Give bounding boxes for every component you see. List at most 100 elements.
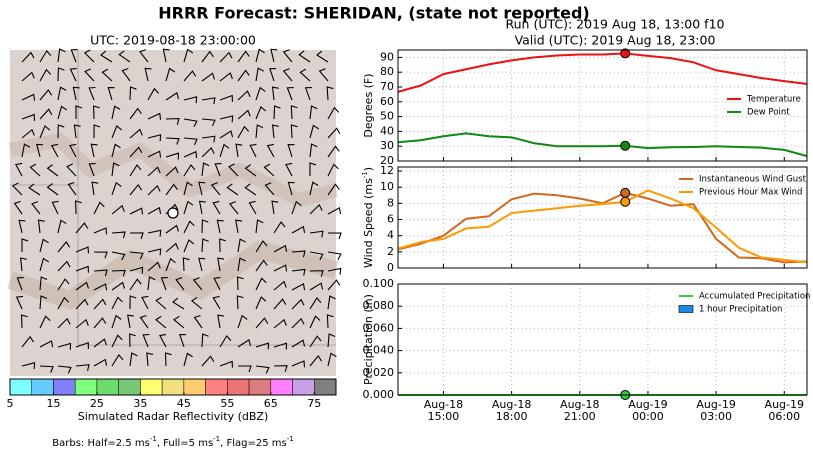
- wind-barb: [255, 240, 268, 253]
- legend-swatch: [678, 305, 694, 313]
- y-tick-label: 80: [380, 65, 394, 78]
- barbs-note: Barbs: Half=2.5 ms-1, Full=5 ms-1, Flag=…: [52, 435, 293, 449]
- wind-barb: [139, 49, 149, 63]
- wind-barb: [75, 364, 90, 371]
- wind-barb: [173, 315, 185, 329]
- wind-barb: [111, 143, 121, 158]
- wind-barb: [183, 70, 197, 82]
- wind-barb: [92, 105, 100, 120]
- wind-barb: [201, 355, 215, 367]
- wind-barb: [304, 87, 312, 101]
- series-line: [397, 189, 808, 264]
- wind-barb: [201, 238, 209, 253]
- colorbar-box: [9, 378, 32, 396]
- wind-barb: [273, 221, 286, 234]
- superscript: -1: [361, 171, 369, 178]
- wind-barb: [93, 283, 108, 291]
- wind-barb: [309, 282, 324, 291]
- wind-barb: [129, 251, 144, 260]
- wind-barb: [129, 164, 142, 177]
- wind-barb: [309, 230, 324, 238]
- wind-barb: [75, 200, 82, 215]
- wind-barb: [21, 335, 35, 348]
- wind-barb: [165, 152, 179, 160]
- wind-barb: [201, 135, 216, 143]
- wind-barb: [165, 67, 176, 82]
- wind-barb: [39, 257, 50, 272]
- wind-barb: [73, 124, 81, 139]
- wind-barb: [192, 277, 203, 291]
- wind-barb: [273, 298, 287, 310]
- wind-barb: [183, 352, 193, 367]
- y-axis-label: Degrees (F): [362, 73, 375, 137]
- wind-barb: [327, 232, 342, 240]
- wind-barb: [201, 333, 209, 348]
- wind-barb: [183, 48, 194, 63]
- superscript: -1: [287, 435, 294, 443]
- wind-barb: [266, 143, 275, 158]
- wind-barb: [93, 227, 108, 235]
- legend-label: Accumulated Precipitation: [699, 292, 810, 302]
- wind-barb: [165, 118, 180, 125]
- wind-barb: [75, 105, 83, 120]
- wind-barb: [326, 314, 334, 329]
- wind-barb: [219, 94, 233, 102]
- wind-barb: [39, 276, 48, 291]
- wind-barb: [142, 333, 150, 348]
- wind-barb: [327, 206, 342, 215]
- text-part: Degrees (F): [362, 73, 375, 137]
- text-part: ): [362, 167, 375, 171]
- y-tick-label: 90: [380, 50, 394, 63]
- wind-barb: [183, 164, 196, 177]
- wind-barb: [327, 295, 336, 310]
- wind-barb: [183, 150, 198, 159]
- wind-barb: [75, 246, 90, 254]
- wind-barb: [84, 68, 95, 82]
- wind-barb: [309, 124, 319, 139]
- wind-barb: [287, 144, 295, 158]
- wind-barb: [219, 360, 234, 368]
- valid-time: Valid (UTC): 2019 Aug 18, 23:00: [515, 33, 716, 48]
- y-tick-label: 0.040: [363, 344, 395, 357]
- wind-barb: [57, 317, 71, 329]
- y-tick-label: 30: [380, 139, 394, 152]
- wind-barb: [273, 365, 288, 372]
- wind-barb: [271, 200, 279, 215]
- wind-barb: [264, 182, 275, 196]
- wind-barb: [75, 318, 89, 329]
- wind-barb: [162, 48, 170, 63]
- legend-label: 1 hour Precipitation: [699, 305, 782, 315]
- colorbar-box: [292, 378, 315, 396]
- wind-barb: [20, 314, 28, 329]
- y-tick-label: 6: [387, 213, 394, 226]
- wind-barb: [57, 365, 72, 374]
- wind-barb: [237, 365, 252, 373]
- wind-barb: [212, 295, 221, 310]
- wind-barb: [39, 295, 48, 310]
- wind-barb: [327, 279, 341, 291]
- panel-frame: [397, 49, 808, 162]
- wind-barb: [237, 257, 246, 272]
- wind-barb: [93, 358, 108, 367]
- wind-barb: [219, 115, 234, 123]
- wind-barb: [93, 298, 107, 310]
- wind-barb: [270, 48, 278, 63]
- wind-barb: [228, 201, 239, 215]
- wind-barb: [101, 68, 113, 82]
- wind-barb: [190, 296, 203, 310]
- wind-barb: [147, 261, 161, 272]
- wind-barb: [255, 296, 267, 310]
- wind-barb: [16, 276, 24, 291]
- panel-frame: [397, 283, 808, 396]
- y-tick-label: 12: [380, 164, 394, 177]
- wind-barb: [255, 317, 269, 329]
- wind-barb: [316, 50, 329, 63]
- wind-barb: [269, 68, 277, 82]
- legend-label: Previous Hour Max Wind: [699, 188, 802, 198]
- wind-barb: [129, 207, 144, 215]
- legend-label: Instantaneous Wind Gust: [699, 175, 807, 185]
- wind-barb: [291, 250, 306, 258]
- wind-barb: [83, 49, 95, 63]
- wind-barb: [299, 68, 311, 82]
